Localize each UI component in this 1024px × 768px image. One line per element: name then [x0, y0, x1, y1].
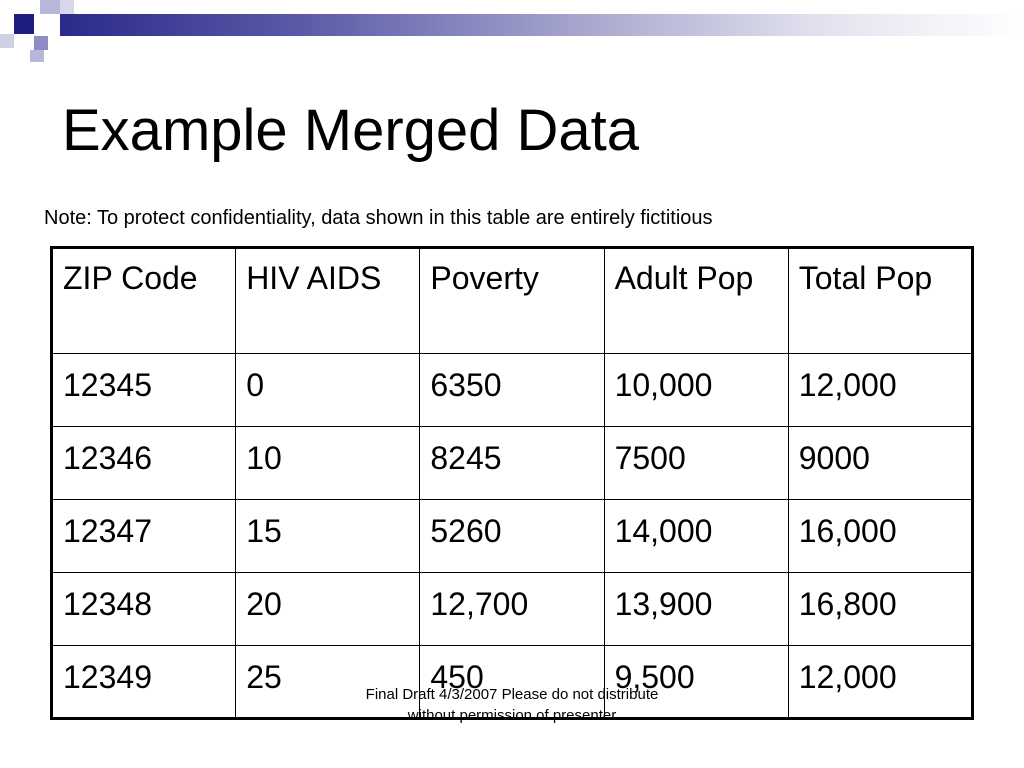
- cell-adult-pop: 13,900: [603, 572, 789, 646]
- cell-poverty: 12,700: [419, 572, 605, 646]
- banner-square: [40, 0, 60, 14]
- banner-gradient-bar: [60, 14, 1024, 36]
- merged-data-table: ZIP Code HIV AIDS Poverty Adult Pop Tota…: [50, 246, 974, 720]
- cell-poverty: 6350: [419, 353, 605, 427]
- table-header-row: ZIP Code HIV AIDS Poverty Adult Pop Tota…: [50, 247, 974, 354]
- table-row: 12346 10 8245 7500 9000: [50, 426, 974, 500]
- cell-total-pop: 16,000: [787, 499, 974, 573]
- banner-square: [34, 36, 48, 50]
- header-zip-code: ZIP Code: [50, 247, 237, 354]
- cell-zip-code: 12347: [50, 499, 237, 573]
- table-row: 12345 0 6350 10,000 12,000: [50, 353, 974, 427]
- slide-title: Example Merged Data: [62, 98, 640, 163]
- cell-poverty: 5260: [419, 499, 605, 573]
- cell-zip-code: 12346: [50, 426, 237, 500]
- cell-hiv-aids: 20: [235, 572, 421, 646]
- cell-hiv-aids: 0: [235, 353, 421, 427]
- cell-adult-pop: 14,000: [603, 499, 789, 573]
- banner-square: [14, 34, 34, 48]
- banner-square: [60, 0, 74, 14]
- cell-zip-code: 12348: [50, 572, 237, 646]
- header-total-pop: Total Pop: [787, 247, 974, 354]
- cell-adult-pop: 10,000: [603, 353, 789, 427]
- cell-total-pop: 16,800: [787, 572, 974, 646]
- table-row: 12349 25 450 9,500 12,000: [50, 645, 974, 719]
- cell-poverty: 450: [419, 645, 605, 719]
- cell-hiv-aids: 25: [235, 645, 421, 719]
- cell-poverty: 8245: [419, 426, 605, 500]
- cell-total-pop: 12,000: [787, 353, 974, 427]
- banner-square: [0, 34, 14, 48]
- cell-total-pop: 9000: [787, 426, 974, 500]
- header-adult-pop: Adult Pop: [603, 247, 789, 354]
- cell-hiv-aids: 10: [235, 426, 421, 500]
- confidentiality-note: Note: To protect confidentiality, data s…: [44, 207, 713, 229]
- cell-hiv-aids: 15: [235, 499, 421, 573]
- table-row: 12347 15 5260 14,000 16,000: [50, 499, 974, 573]
- banner-square: [40, 14, 60, 36]
- cell-adult-pop: 9,500: [603, 645, 789, 719]
- cell-total-pop: 12,000: [787, 645, 974, 719]
- header-poverty: Poverty: [419, 247, 605, 354]
- cell-zip-code: 12349: [50, 645, 237, 719]
- cell-zip-code: 12345: [50, 353, 237, 427]
- decorative-banner: [0, 0, 1024, 64]
- slide-footer: Final Draft 4/3/2007 Please do not distr…: [365, 686, 659, 724]
- table-row: 12348 20 12,700 13,900 16,800: [50, 572, 974, 646]
- cell-adult-pop: 7500: [603, 426, 789, 500]
- banner-square: [14, 14, 34, 34]
- banner-square: [30, 50, 44, 62]
- header-hiv-aids: HIV AIDS: [235, 247, 421, 354]
